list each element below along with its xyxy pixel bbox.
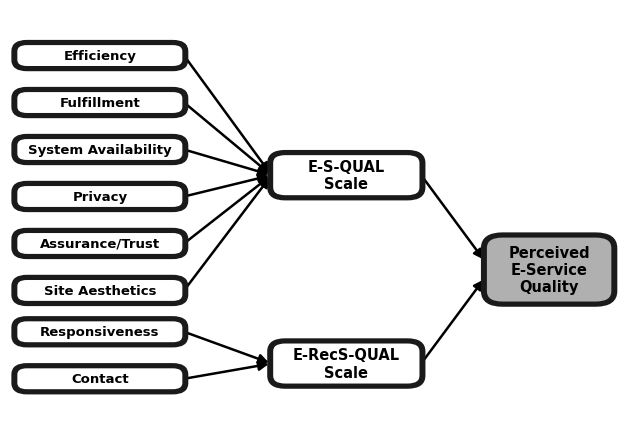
Text: Contact: Contact (71, 372, 129, 385)
FancyBboxPatch shape (483, 234, 615, 306)
FancyBboxPatch shape (16, 138, 184, 162)
FancyBboxPatch shape (16, 44, 184, 69)
FancyBboxPatch shape (13, 89, 187, 117)
Text: Perceived
E-Service
Quality: Perceived E-Service Quality (509, 245, 590, 295)
FancyBboxPatch shape (13, 277, 187, 305)
FancyBboxPatch shape (13, 136, 187, 164)
FancyBboxPatch shape (16, 185, 184, 209)
Text: System Availability: System Availability (28, 144, 172, 157)
FancyBboxPatch shape (269, 152, 424, 199)
FancyBboxPatch shape (16, 279, 184, 303)
FancyBboxPatch shape (16, 320, 184, 344)
Text: Fulfillment: Fulfillment (59, 97, 140, 110)
FancyBboxPatch shape (269, 340, 424, 387)
Text: Privacy: Privacy (72, 191, 127, 204)
FancyBboxPatch shape (271, 342, 421, 385)
Text: Site Aesthetics: Site Aesthetics (44, 284, 156, 297)
Text: Efficiency: Efficiency (64, 50, 136, 63)
FancyBboxPatch shape (13, 183, 187, 211)
FancyBboxPatch shape (16, 232, 184, 256)
FancyBboxPatch shape (16, 367, 184, 391)
FancyBboxPatch shape (13, 230, 187, 258)
Text: E-S-QUAL
Scale: E-S-QUAL Scale (308, 160, 385, 192)
FancyBboxPatch shape (16, 91, 184, 115)
FancyBboxPatch shape (271, 154, 421, 197)
Text: Responsiveness: Responsiveness (40, 326, 160, 339)
FancyBboxPatch shape (13, 43, 187, 70)
FancyBboxPatch shape (13, 318, 187, 346)
Text: E-RecS-QUAL
Scale: E-RecS-QUAL Scale (293, 348, 400, 380)
FancyBboxPatch shape (13, 365, 187, 393)
FancyBboxPatch shape (485, 236, 613, 304)
Text: Assurance/Trust: Assurance/Trust (40, 237, 160, 250)
